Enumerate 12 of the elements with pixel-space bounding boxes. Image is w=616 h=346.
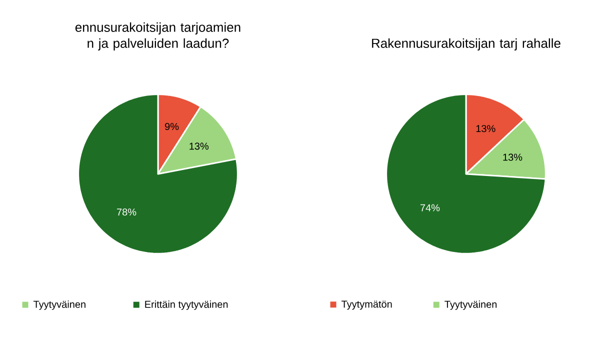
data-label: 13%	[503, 154, 522, 161]
legend-label: Erittäin tyytyväinen	[145, 300, 228, 310]
legend-label: Tyytyväinen	[444, 300, 497, 310]
data-label: 9%	[165, 122, 179, 130]
data-label: 74%	[420, 204, 440, 212]
data-label: 13%	[190, 142, 209, 150]
legend-label: Tyytymätön	[341, 300, 392, 310]
legend-label: Tyytyväinen	[33, 300, 86, 310]
chart-title: ennusurakoitsijan tarjoamien n ja palveluiden laadun?	[75, 22, 240, 50]
chart-title: Rakennusurakoitsijan tarj rahalle	[372, 38, 560, 50]
data-label: 78%	[117, 208, 136, 216]
data-label: 13%	[476, 125, 496, 132]
